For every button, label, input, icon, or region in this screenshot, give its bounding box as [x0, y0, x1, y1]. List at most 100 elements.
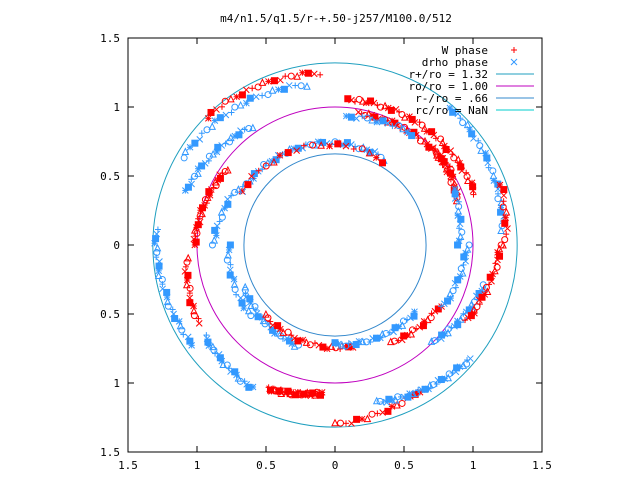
data-point [249, 123, 257, 132]
data-point [493, 263, 501, 271]
data-point [224, 200, 232, 208]
data-point [240, 304, 248, 312]
data-point [190, 312, 198, 320]
data-point [198, 162, 206, 170]
data-point [262, 309, 270, 318]
data-point [428, 145, 435, 152]
data-point [347, 113, 355, 121]
x-tick-label: 0.5 [394, 459, 414, 472]
legend-label: drho phase [422, 56, 488, 69]
data-point [500, 186, 508, 194]
data-point [203, 126, 211, 134]
data-point [242, 290, 249, 297]
data-point [398, 399, 406, 407]
radius-circle [243, 153, 427, 337]
data-point [299, 69, 306, 77]
data-point [465, 241, 473, 249]
data-point [153, 248, 161, 256]
x-tick-label: 1 [470, 459, 477, 472]
data-point [483, 287, 492, 296]
data-point [376, 334, 384, 342]
data-point [182, 263, 189, 270]
data-point [398, 393, 405, 400]
data-point [181, 147, 190, 156]
data-point [494, 249, 501, 256]
data-point [326, 142, 333, 150]
data-point [437, 135, 445, 143]
data-point [218, 103, 225, 110]
data-point [228, 192, 235, 199]
data-point [231, 188, 239, 196]
data-point [236, 100, 245, 109]
data-point [169, 306, 176, 313]
data-point [464, 176, 472, 184]
data-point [456, 273, 464, 280]
data-point [247, 312, 255, 320]
data-point [205, 157, 212, 164]
legend-label: rc/ro = NaN [415, 104, 488, 117]
data-point [428, 310, 435, 317]
data-point [378, 329, 387, 338]
data-point [211, 177, 220, 186]
data-point [241, 126, 248, 133]
data-point [184, 271, 192, 279]
data-point [249, 383, 257, 391]
data-point [460, 310, 467, 317]
data-point [342, 112, 350, 120]
data-point [178, 326, 186, 334]
data-point [350, 145, 357, 152]
data-point [395, 337, 402, 344]
data-point [222, 111, 230, 119]
data-point [264, 314, 272, 322]
data-point [293, 147, 301, 154]
data-point [489, 171, 498, 180]
data-point [462, 317, 469, 324]
data-point [386, 329, 393, 336]
data-point [159, 281, 166, 288]
data-point [393, 400, 401, 409]
data-point [268, 86, 277, 94]
data-point [342, 142, 350, 150]
data-point [497, 226, 505, 234]
data-point [164, 302, 172, 310]
data-point [336, 419, 344, 427]
data-point [455, 237, 463, 245]
data-point [207, 108, 215, 116]
data-point [345, 340, 352, 347]
y-tick-label: 0.5 [100, 170, 120, 183]
data-points [151, 47, 518, 427]
data-point [226, 271, 234, 279]
data-point [191, 172, 199, 180]
data-point [444, 373, 453, 382]
data-point [442, 145, 450, 153]
y-tick-label: 0 [113, 239, 120, 252]
data-point [477, 146, 485, 154]
data-point [293, 72, 302, 80]
data-point [476, 301, 483, 308]
data-point [355, 95, 363, 103]
data-point [471, 309, 478, 317]
data-point [208, 122, 217, 130]
data-point [510, 58, 518, 66]
data-point [244, 181, 252, 189]
data-point [310, 70, 318, 78]
x-tick-label: 1.5 [118, 459, 138, 472]
data-point [317, 71, 324, 78]
data-point [225, 246, 233, 254]
data-point [358, 145, 366, 153]
data-point [409, 389, 417, 398]
data-point [449, 287, 457, 295]
data-point [399, 124, 407, 133]
data-point [447, 176, 454, 183]
data-point [151, 239, 158, 247]
data-point [374, 410, 381, 417]
data-point [191, 139, 199, 147]
data-point [408, 326, 416, 334]
data-point [358, 337, 367, 346]
data-point [460, 253, 468, 261]
x-tick-label: 0.5 [256, 459, 276, 472]
data-point [284, 328, 292, 336]
data-point [432, 145, 439, 152]
data-point [297, 82, 305, 90]
